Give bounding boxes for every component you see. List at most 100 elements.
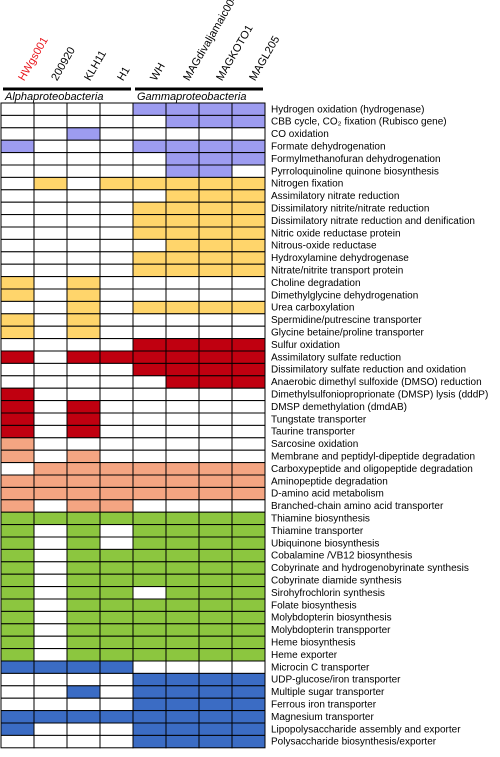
cell [165,127,200,141]
cell [165,499,200,513]
cell [99,325,134,340]
cell [66,338,101,352]
cell [165,573,200,588]
row-label: Membrane and peptidyl-dipeptide degradat… [271,452,475,463]
cell [66,586,101,600]
cell [132,387,167,402]
row-label: Nitrous-oxide reductase [271,241,377,252]
cell [0,276,35,290]
cell [132,672,167,687]
cell [165,152,200,166]
cell [33,635,68,650]
cell [99,152,134,166]
cell [33,412,68,426]
cell [132,598,167,612]
cell [66,387,101,402]
row-label: Nitric oxide reductase protein [271,228,401,239]
cell [33,511,68,526]
cell [198,139,233,154]
cell [231,325,266,340]
row-label: Cobyrinate diamide synthesis [271,576,402,587]
cell [231,313,266,327]
row-label: Assimilatory nitrate reduction [271,191,399,202]
cell [165,660,200,674]
cell [0,164,35,178]
cell [0,710,35,724]
row-label: Urea carboxylation [271,303,354,314]
row-label: UDP-glucose/iron transporter [271,675,401,686]
cell [165,524,200,538]
cell [132,561,167,575]
cell [231,672,266,687]
cell [0,635,35,650]
cell [231,251,266,265]
cell [231,449,266,464]
cell [99,127,134,141]
cell [165,734,200,749]
cell [99,462,134,476]
cell [0,350,35,364]
cell [0,387,35,402]
cell [132,214,167,228]
cell [33,313,68,327]
cell [231,412,266,426]
cell [0,400,35,414]
row-label: Anaerobic dimethyl sulfoxide (DMSO) redu… [271,377,482,388]
cell [165,325,200,340]
cell [0,536,35,550]
cell [231,511,266,526]
cell [132,499,167,513]
cell [231,238,266,253]
cell [99,437,134,451]
cell [132,412,167,426]
cell [99,424,134,439]
cell [132,462,167,476]
cell [231,635,266,650]
cell [165,238,200,253]
cell [0,313,35,327]
row-label: Glycine betaine/proline transporter [271,328,425,339]
cell [165,449,200,464]
cell [132,350,167,364]
row-label: Dimethylglycine dehydrogenation [271,290,418,301]
cell [132,263,167,278]
cell [165,598,200,612]
cell [198,561,233,575]
row-label: Lipopolysaccharide assembly and exporter [271,724,461,735]
cell [198,437,233,451]
cell [198,288,233,302]
cell [198,660,233,674]
cell [132,114,167,129]
cell [0,449,35,464]
cell [132,362,167,377]
cell [198,536,233,550]
cell [0,486,35,501]
cell [0,660,35,674]
row-label: Nitrate/nitrite transport protein [271,266,403,277]
cell [231,176,266,191]
cell [165,288,200,302]
cell [33,573,68,588]
cell [0,325,35,340]
cell [0,610,35,625]
cell [33,152,68,166]
cell [99,400,134,414]
cell [231,300,266,315]
column-label: HWgs001 [16,35,51,83]
cell [99,313,134,327]
cell [198,350,233,364]
cell [198,114,233,129]
cell [198,623,233,637]
cell [33,474,68,488]
cell [198,685,233,699]
cell [66,350,101,364]
cell [198,598,233,612]
cell [0,524,35,538]
cell [99,635,134,650]
cell [198,511,233,526]
row-label: Molybdopterin transpporter [271,625,391,636]
cell [165,635,200,650]
cell [231,387,266,402]
cell [231,214,266,228]
cell [231,375,266,389]
